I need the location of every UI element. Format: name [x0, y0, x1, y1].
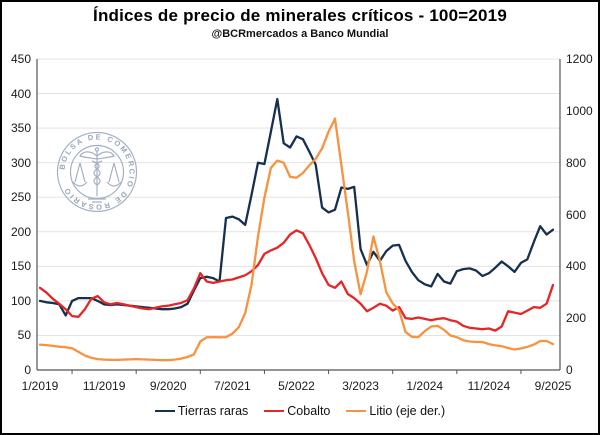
- series-line-2: [38, 229, 555, 332]
- legend-label: Cobalto: [287, 404, 331, 418]
- left-axis-tick-label: 0: [24, 363, 31, 377]
- legend-label: Litio (eje der.): [369, 404, 446, 418]
- legend: Tierras raras Cobalto Litio (eje der.): [0, 404, 600, 418]
- series-layer: [38, 97, 555, 362]
- right-axis-tick-label: 400: [566, 259, 587, 274]
- left-axis-tick-label: 200: [10, 224, 31, 239]
- logo-caduceus-icon: [72, 147, 122, 203]
- x-axis-tick-label: 3/2023: [342, 379, 379, 393]
- left-axis-tick-label: 350: [10, 121, 31, 136]
- right-axis-tick-label: 800: [566, 155, 587, 170]
- series-line-1: [38, 97, 555, 317]
- left-axis-tick-label: 250: [10, 190, 31, 205]
- legend-swatch-icon: [264, 409, 285, 413]
- x-axis-tick-label: 9/2025: [534, 379, 572, 393]
- legend-label: Tierras raras: [177, 404, 249, 418]
- left-axis-tick-label: 300: [10, 155, 31, 170]
- right-axis-tick-label: 200: [566, 311, 587, 326]
- x-axis-tick-label: 9/2020: [149, 379, 187, 393]
- legend-item-1: Tierras raras: [154, 404, 249, 418]
- legend-swatch-icon: [154, 409, 175, 413]
- left-axis-tick-label: 400: [10, 86, 31, 101]
- x-axis-tick-label: 11/2024: [467, 379, 511, 393]
- grid-layer: [36, 58, 561, 374]
- right-axis-tick-label: 1200: [566, 52, 593, 66]
- right-axis-tick-label: 1000: [566, 103, 593, 118]
- legend-item-2: Cobalto: [264, 404, 330, 418]
- chart-title: Índices de precio de minerales críticos …: [93, 6, 507, 25]
- series-line-3: [38, 117, 555, 362]
- legend-swatch-icon: [346, 409, 367, 413]
- left-axis-tick-label: 150: [10, 259, 31, 274]
- right-axis-tick-label: 0: [566, 363, 573, 377]
- logo-outer-ring: [56, 131, 138, 213]
- bcr-logo-watermark: BOLSA DE COMERCIO DE ROSARIO: [56, 131, 138, 213]
- x-axis-tick-label: 1/2019: [21, 379, 59, 393]
- left-axis-tick-label: 450: [10, 52, 31, 66]
- x-axis-tick-label: 5/2022: [278, 379, 315, 393]
- x-axis-tick-label: 7/2021: [214, 379, 251, 393]
- legend-item-3: Litio (eje der.): [346, 404, 445, 418]
- chart-subtitle: @BCRmercados a Banco Mundial: [211, 28, 389, 40]
- x-axis-tick-label: 11/2019: [82, 379, 126, 393]
- left-axis-tick-label: 100: [10, 293, 31, 308]
- left-axis-tick-label: 50: [17, 328, 31, 343]
- right-axis-tick-label: 600: [566, 207, 587, 222]
- x-axis-tick-label: 1/2024: [406, 379, 444, 393]
